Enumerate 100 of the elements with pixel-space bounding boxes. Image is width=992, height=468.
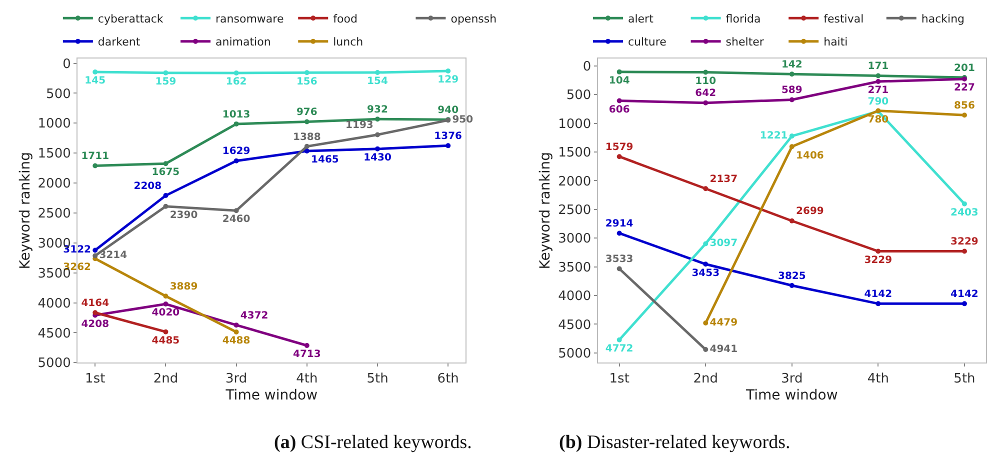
x-tick-label: 6th bbox=[437, 371, 459, 386]
point bbox=[703, 347, 708, 352]
point bbox=[163, 294, 168, 299]
data-label: 201 bbox=[954, 62, 975, 74]
x-axis-title: Time window bbox=[744, 388, 838, 404]
data-label: 3229 bbox=[950, 236, 978, 248]
point bbox=[92, 163, 98, 168]
legend-label: festival bbox=[824, 12, 864, 26]
point bbox=[446, 68, 451, 74]
legend-label: hacking bbox=[921, 12, 965, 26]
data-label: 4020 bbox=[152, 308, 180, 319]
y-tick-label: 2500 bbox=[558, 202, 592, 218]
point bbox=[703, 320, 708, 326]
data-label: 790 bbox=[868, 96, 889, 108]
legend-label: culture bbox=[628, 36, 667, 49]
point bbox=[616, 266, 622, 272]
data-label: 950 bbox=[452, 114, 474, 126]
x-tick-label: 1st bbox=[609, 371, 630, 386]
point bbox=[616, 154, 622, 160]
y-tick-label: 1500 bbox=[38, 146, 71, 162]
data-label: 4488 bbox=[222, 336, 250, 347]
y-tick-label: 0 bbox=[62, 56, 71, 72]
data-label: 1388 bbox=[292, 132, 321, 143]
legend-label: alert bbox=[628, 12, 654, 26]
data-label: 4142 bbox=[950, 289, 978, 300]
data-label: 3889 bbox=[170, 282, 198, 293]
data-label: 110 bbox=[695, 76, 716, 87]
data-label: 4713 bbox=[292, 349, 321, 360]
y-tick-label: 3000 bbox=[558, 232, 592, 247]
data-label: 2914 bbox=[605, 218, 634, 230]
y-tick-label: 3500 bbox=[558, 260, 592, 276]
point bbox=[163, 161, 168, 166]
data-label: 3097 bbox=[710, 238, 738, 250]
point bbox=[163, 204, 168, 209]
point bbox=[304, 342, 310, 348]
point bbox=[616, 69, 622, 74]
data-label: 3453 bbox=[692, 268, 720, 279]
point bbox=[703, 241, 708, 246]
data-label: 1376 bbox=[434, 131, 462, 142]
point bbox=[234, 322, 239, 328]
data-label: 159 bbox=[155, 76, 176, 88]
point bbox=[703, 262, 708, 267]
data-label: 154 bbox=[367, 76, 388, 88]
point bbox=[304, 144, 310, 149]
data-label: 171 bbox=[868, 61, 889, 72]
data-label: 129 bbox=[438, 74, 459, 86]
data-label: 856 bbox=[954, 100, 975, 112]
data-label: 156 bbox=[296, 76, 318, 88]
x-tick-label: 1st bbox=[85, 371, 106, 386]
point bbox=[92, 248, 98, 253]
point bbox=[703, 186, 708, 192]
point bbox=[789, 144, 794, 150]
data-label: 1579 bbox=[605, 142, 634, 153]
data-label: 4208 bbox=[81, 318, 110, 330]
point bbox=[375, 132, 380, 138]
x-axis-title: Time window bbox=[224, 388, 318, 404]
legend-label: animation bbox=[216, 36, 271, 49]
y-tick-label: 2000 bbox=[558, 174, 592, 190]
text: (b) Disaster-related keywords. bbox=[559, 432, 790, 453]
y-axis-title: Keyword ranking bbox=[538, 152, 554, 270]
point bbox=[304, 119, 310, 124]
data-label: 2403 bbox=[950, 208, 978, 218]
data-label: 142 bbox=[781, 59, 802, 70]
point bbox=[304, 148, 310, 154]
data-label: 145 bbox=[84, 76, 106, 87]
x-tick-label: 5th bbox=[366, 371, 388, 386]
data-label: 1406 bbox=[796, 150, 824, 162]
point bbox=[163, 193, 168, 198]
point bbox=[92, 253, 98, 258]
legend-label: haiti bbox=[824, 36, 848, 49]
legend-label: openssh bbox=[450, 12, 497, 26]
y-tick-label: 500 bbox=[46, 86, 71, 102]
y-tick-label: 4000 bbox=[558, 289, 592, 304]
point bbox=[789, 218, 794, 224]
y-tick-label: 4500 bbox=[558, 318, 592, 333]
data-label: 3533 bbox=[605, 254, 634, 266]
point bbox=[92, 310, 98, 316]
y-tick-label: 2000 bbox=[38, 176, 71, 192]
data-label: 1465 bbox=[311, 154, 339, 166]
y-tick-label: 500 bbox=[566, 88, 592, 104]
point bbox=[163, 301, 168, 306]
legend-label: cyberattack bbox=[98, 12, 164, 26]
point bbox=[375, 70, 380, 76]
legend-label: florida bbox=[726, 12, 761, 26]
y-tick-label: 5000 bbox=[38, 356, 71, 372]
data-label: 1629 bbox=[222, 146, 250, 158]
data-label: 2699 bbox=[796, 206, 824, 218]
point bbox=[962, 112, 967, 118]
legend-label: lunch bbox=[333, 36, 364, 49]
point bbox=[962, 301, 967, 306]
y-tick-label: 4000 bbox=[38, 296, 71, 312]
y-tick-label: 4500 bbox=[38, 326, 71, 342]
legend-label: ransomware bbox=[216, 12, 284, 26]
point bbox=[234, 158, 239, 164]
x-tick-label: 2nd bbox=[153, 371, 178, 386]
data-label: 4164 bbox=[81, 298, 110, 309]
data-label: 642 bbox=[695, 88, 716, 100]
data-label: 1013 bbox=[222, 109, 250, 120]
data-label: 4485 bbox=[152, 335, 180, 346]
data-label: 1711 bbox=[81, 151, 110, 162]
